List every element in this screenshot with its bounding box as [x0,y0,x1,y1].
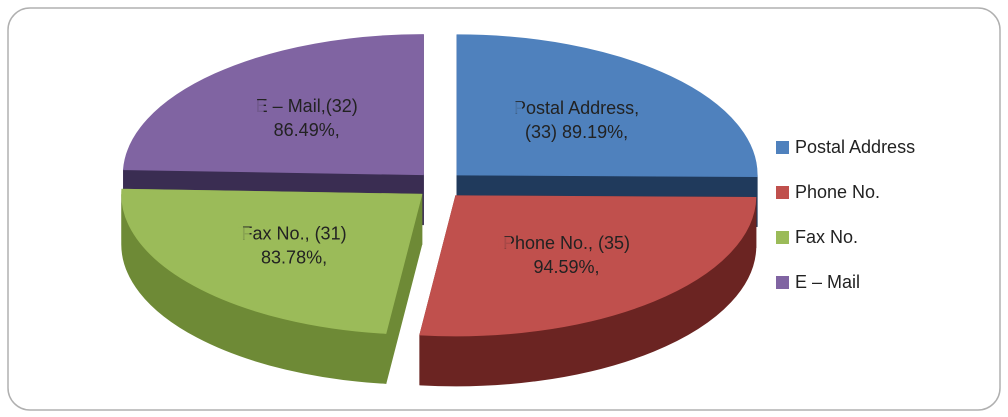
data-label-line: 83.78%, [261,247,327,267]
data-label-line: E – Mail,(32) [256,96,358,116]
data-label-line: Phone No., (35) [503,233,630,253]
legend-swatch [776,141,789,154]
slice [121,188,423,334]
legend-label: Postal Address [795,137,915,157]
data-label-marker [510,101,523,114]
legend-label: E – Mail [795,272,860,292]
data-label-line: 94.59%, [533,257,599,277]
data-label: E – Mail,(32) 86.49%, [256,96,358,140]
data-label: Phone No., (35) 94.59%, [503,233,630,277]
data-label-marker [498,236,511,249]
slice [122,34,424,176]
slice [419,195,757,337]
slice [456,34,758,178]
data-label-line: (33) 89.19%, [525,122,628,142]
legend-swatch [776,186,789,199]
legend-label: Fax No. [795,227,858,247]
legend-label: Phone No. [795,182,880,202]
data-label: Fax No., (31) 83.78%, [242,223,347,267]
data-label-marker [237,227,250,240]
data-label-line: Postal Address, [514,98,639,118]
data-label-line: 86.49%, [274,120,340,140]
legend-swatch [776,231,789,244]
data-label: Postal Address, (33) 89.19%, [514,98,639,142]
legend-swatch [776,276,789,289]
data-label-line: Fax No., (31) [242,223,347,243]
data-label-marker [251,100,264,113]
